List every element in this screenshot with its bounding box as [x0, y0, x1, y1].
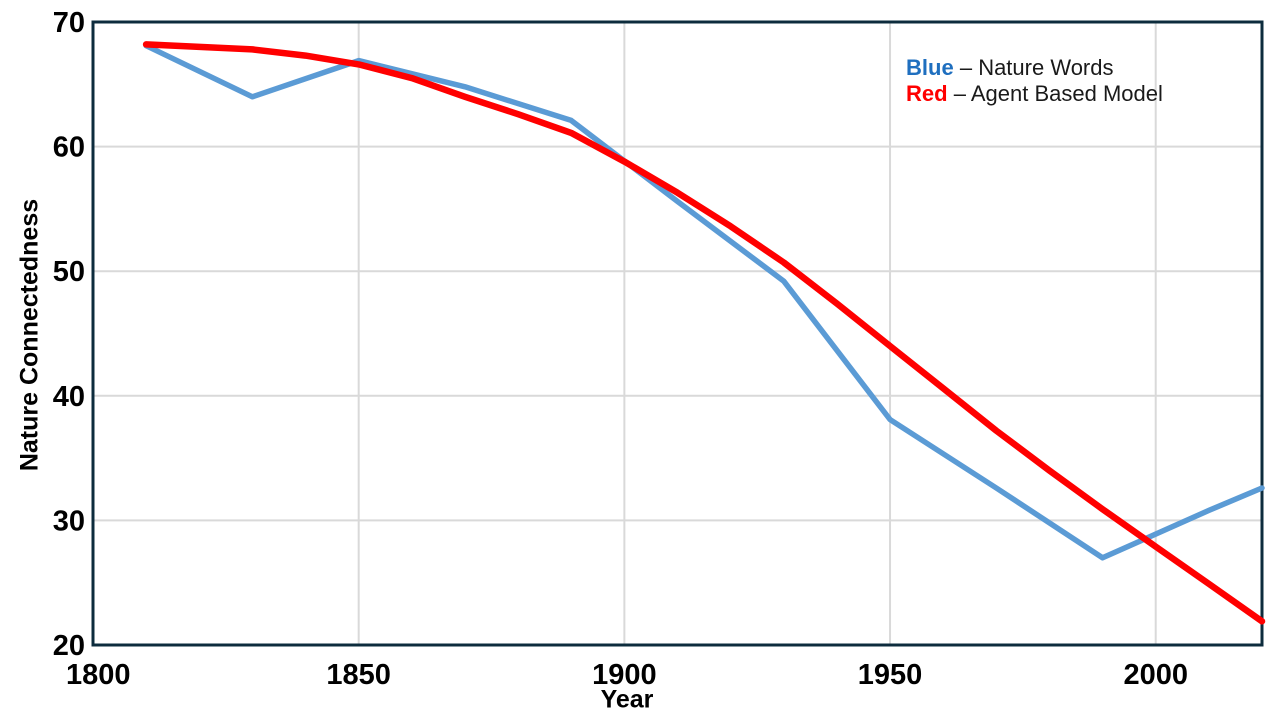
gridlines: [93, 22, 1262, 645]
legend: Blue – Nature Words Red – Agent Based Mo…: [906, 55, 1163, 107]
x-tick-label-1900: 1900: [592, 659, 657, 691]
series-line-nature-words: [143, 42, 1265, 561]
series-lines: [142, 41, 1266, 625]
x-tick-label-1850: 1850: [326, 659, 391, 691]
legend-separator: –: [959, 55, 973, 80]
y-tick-label-50: 50: [53, 256, 85, 288]
y-tick-label-30: 30: [53, 505, 85, 537]
plot-border: [91, 20, 1264, 647]
y-tick-label-40: 40: [53, 381, 85, 413]
series-line-agent-based-model: [142, 41, 1266, 625]
legend-item-agent-based-model: Red – Agent Based Model: [906, 81, 1163, 107]
axis-border: [91, 20, 1264, 647]
y-tick-label-60: 60: [53, 132, 85, 164]
x-tick-labels: 1800 1850 1900 1950 2000: [66, 659, 1188, 691]
legend-label-agent-based-model: Agent Based Model: [970, 81, 1163, 106]
legend-separator: –: [953, 81, 966, 106]
y-tick-label-70: 70: [53, 7, 85, 39]
x-tick-label-2000: 2000: [1123, 659, 1188, 691]
x-axis-title: Year: [600, 685, 654, 714]
x-tick-label-1950: 1950: [858, 659, 923, 691]
legend-key-blue: Blue: [906, 55, 954, 80]
y-tick-labels: 20 30 40 50 60 70: [53, 7, 85, 662]
legend-label-nature-words: Nature Words: [978, 55, 1114, 80]
legend-item-nature-words: Blue – Nature Words: [906, 55, 1163, 81]
x-tick-label-1800: 1800: [66, 659, 131, 691]
legend-key-red: Red: [906, 81, 948, 106]
y-axis-title: Nature Connectedness: [15, 198, 44, 472]
y-tick-label-20: 20: [53, 630, 85, 662]
